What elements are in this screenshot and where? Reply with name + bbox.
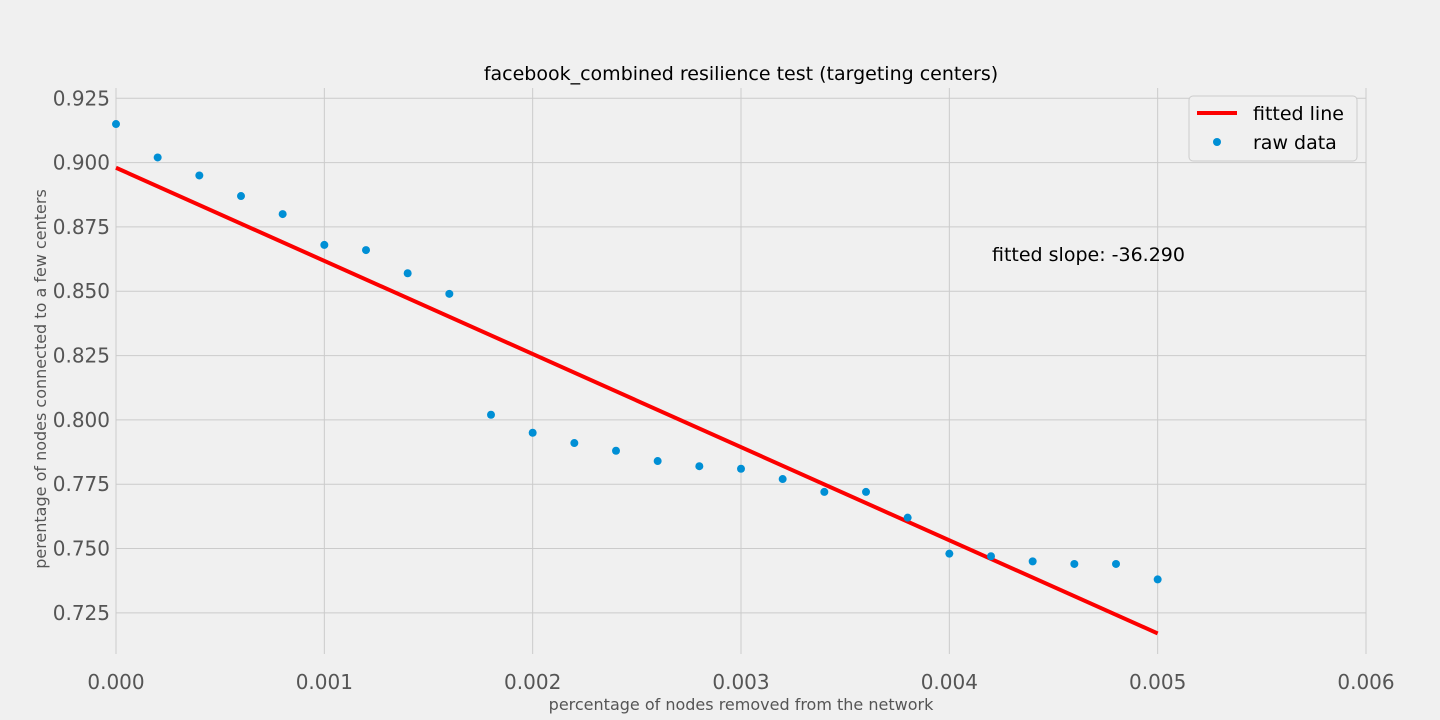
y-tick-label: 0.900 (53, 151, 110, 175)
data-point (153, 153, 162, 162)
x-tick-label: 0.004 (921, 670, 978, 694)
y-tick-label: 0.725 (53, 601, 110, 625)
data-point (403, 269, 412, 278)
data-point (903, 513, 912, 522)
chart-title: facebook_combined resilience test (targe… (484, 63, 998, 85)
tick-layer: 0.000 0.001 0.002 0.003 0.004 0.005 0.006 0.725… (53, 86, 1395, 694)
data-point (695, 462, 704, 471)
data-point (653, 457, 662, 466)
data-point (1112, 559, 1120, 568)
y-tick-label: 0.850 (53, 279, 110, 303)
legend-dot-swatch (1213, 138, 1221, 146)
fitted-slope-annotation: fitted slope: -36.290 (992, 244, 1185, 266)
data-point (737, 464, 745, 473)
data-point (320, 240, 329, 249)
data-point (528, 428, 537, 437)
legend-label-raw-data: raw data (1253, 132, 1337, 154)
data-point (445, 289, 454, 298)
y-tick-label: 0.800 (53, 408, 110, 432)
y-tick-label: 0.825 (53, 344, 110, 368)
data-point (237, 192, 245, 201)
data-point (1070, 559, 1079, 568)
data-point (362, 246, 370, 255)
data-point (1153, 575, 1162, 584)
y-tick-label: 0.925 (53, 86, 110, 110)
x-tick-label: 0.000 (87, 670, 144, 694)
legend: fitted line raw data (1188, 95, 1358, 162)
data-point (778, 475, 787, 484)
data-point (945, 549, 954, 558)
y-tick-label: 0.775 (53, 472, 110, 496)
y-tick-label: 0.750 (53, 537, 110, 561)
x-tick-label: 0.003 (712, 670, 769, 694)
y-axis-label: perentage of nodes connected to a few ce… (31, 189, 50, 569)
legend-label-fitted-line: fitted line (1253, 103, 1344, 125)
data-point (112, 120, 120, 129)
data-point (1028, 557, 1037, 566)
x-tick-label: 0.001 (296, 670, 353, 694)
fitted-line (115, 165, 1159, 636)
series-layer (112, 120, 1162, 636)
data-point (195, 171, 204, 180)
data-point (612, 446, 620, 455)
grid-layer (115, 88, 1367, 654)
data-point (570, 439, 579, 448)
data-point (862, 487, 870, 496)
x-axis-label: percentage of nodes removed from the net… (549, 695, 934, 714)
data-point (278, 210, 287, 219)
data-point (487, 410, 495, 419)
x-tick-label: 0.002 (504, 670, 561, 694)
data-point (987, 552, 995, 561)
x-tick-label: 0.005 (1129, 670, 1186, 694)
data-point (820, 487, 829, 496)
y-tick-label: 0.875 (53, 215, 110, 239)
x-tick-label: 0.006 (1337, 670, 1394, 694)
